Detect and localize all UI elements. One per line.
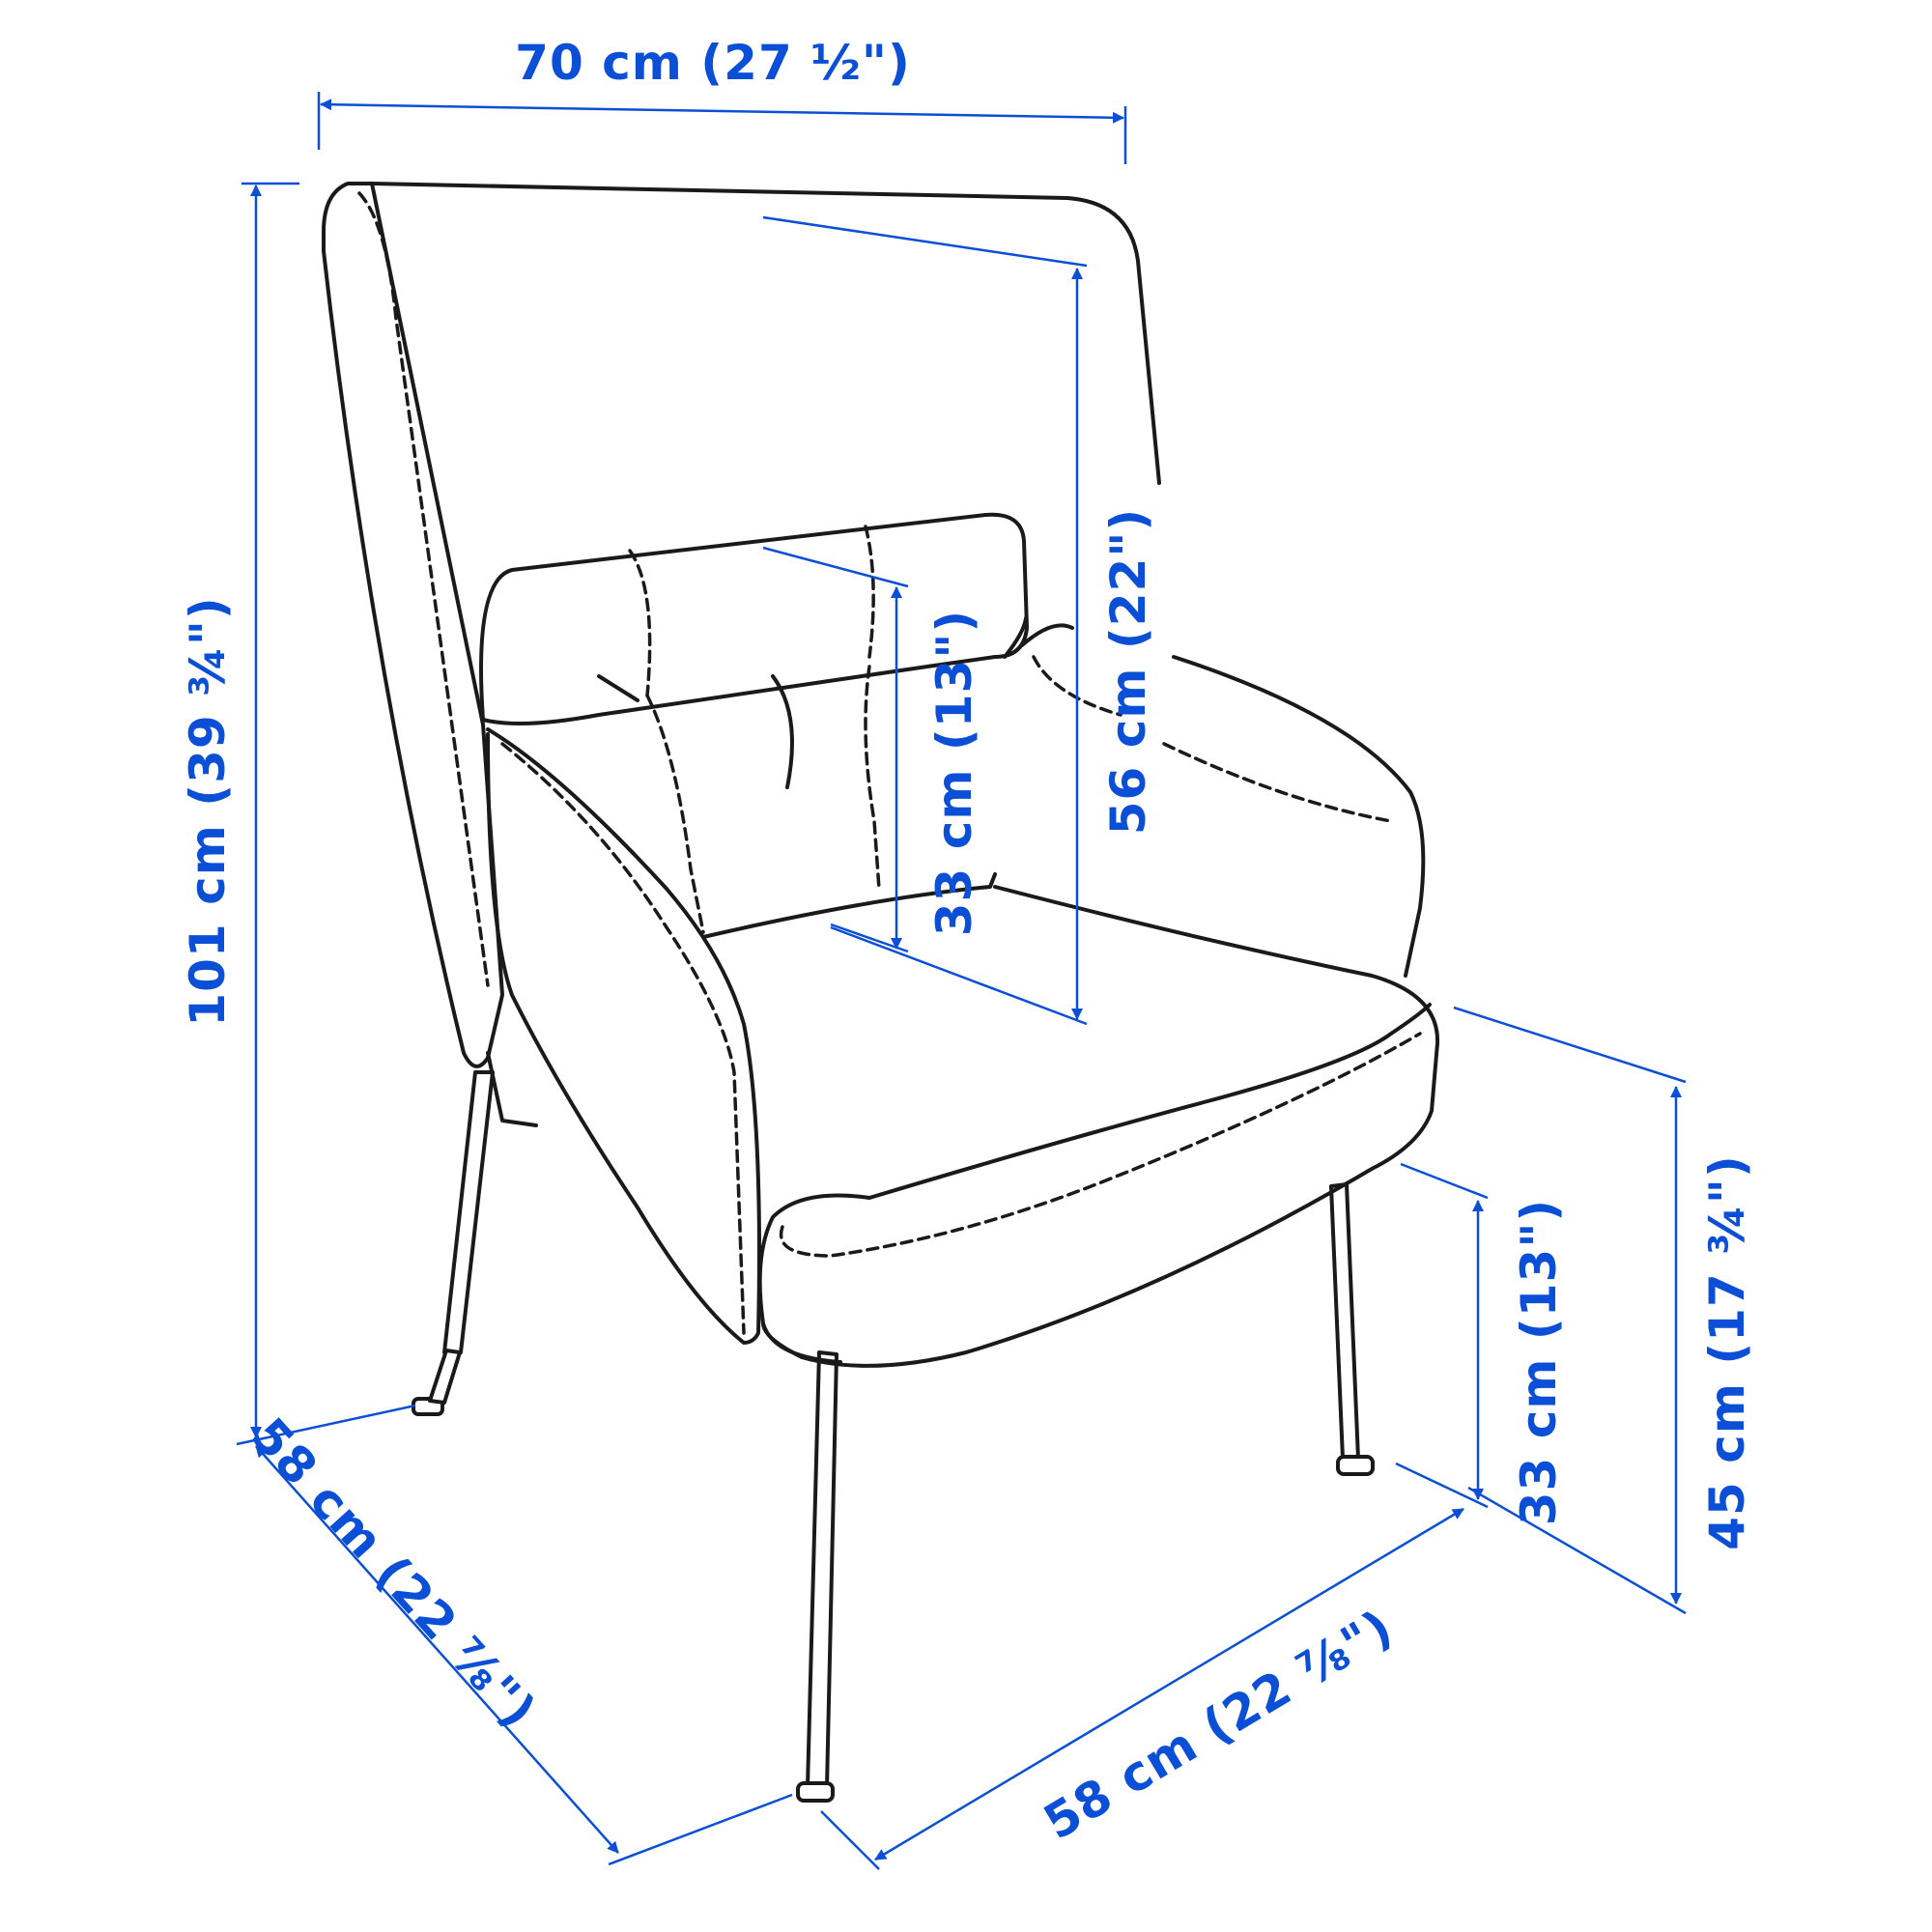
front-width-label: 58 cm (22 ⅞") — [1035, 1599, 1403, 1851]
leg-extension-bottom — [1395, 1462, 1489, 1509]
backrest-side-seam — [357, 191, 490, 987]
dimension-annotations — [236, 92, 1687, 1870]
height-extension-bottom — [236, 1404, 416, 1446]
left-arm-outline — [486, 727, 761, 1345]
leg-extension-top — [1400, 1162, 1489, 1200]
back-cushion-tuck — [597, 674, 639, 702]
seat-front-edge — [761, 1321, 842, 1364]
headrest-cushion — [479, 512, 1029, 725]
overall-width-line — [320, 99, 1124, 124]
backrest-height-label: 56 cm (22") — [1100, 508, 1156, 835]
seat-seam — [779, 1032, 1422, 1258]
seat-extension-top — [1453, 1006, 1687, 1084]
overall-width-label: 70 cm (27 ½") — [515, 35, 911, 91]
headrest-cushion-label: 33 cm (13") — [926, 610, 982, 936]
depth-extension-front — [608, 1793, 793, 1866]
back-right-foot — [1336, 1455, 1375, 1476]
front-width-extension-left — [820, 1810, 880, 1870]
back-right-leg — [1329, 1182, 1360, 1461]
front-foot — [796, 1781, 835, 1803]
right-arm-top — [1020, 623, 1074, 647]
back-cushion-seam-1 — [645, 694, 705, 934]
back-cushion-seam-2 — [864, 665, 881, 891]
right-arm-outline — [1172, 655, 1426, 978]
back-cushion-outline — [701, 872, 997, 939]
left-arm-seam — [500, 742, 746, 1335]
dimension-labels: 70 cm (27 ½") 101 cm (39 ¾") 56 cm (22")… — [180, 35, 1755, 1851]
leg-height-label: 33 cm (13") — [1511, 1199, 1567, 1525]
seat-height-label: 45 cm (17 ¾") — [1699, 1154, 1755, 1550]
back-left-leg-lower — [428, 1349, 462, 1405]
armchair-drawing — [322, 182, 1440, 1803]
front-leg — [806, 1350, 838, 1789]
depth-line — [255, 1445, 619, 1854]
back-left-leg — [442, 1070, 495, 1354]
backrest-frame-bar — [486, 1051, 538, 1127]
overall-height-label: 101 cm (39 ¾") — [180, 596, 236, 1026]
back-cushion-fold — [771, 674, 794, 789]
headrest-seam-right — [864, 525, 875, 659]
depth-label: 58 cm (22 ⅞") — [241, 1407, 547, 1739]
backrest-extension-bottom — [830, 925, 1088, 1026]
headrest-seam-left — [628, 549, 652, 697]
backrest-extension-top — [762, 215, 1088, 268]
right-arm-seam — [1162, 742, 1393, 823]
backrest-side-panel — [322, 182, 504, 1068]
backrest-outline — [370, 182, 1161, 485]
seat-extension-bottom — [1467, 1486, 1687, 1615]
headrest-tuck-right — [1003, 616, 1028, 659]
front-width-line — [874, 1507, 1464, 1861]
right-arm-front-seam — [1032, 655, 1122, 717]
headrest-extension-top — [762, 546, 909, 588]
